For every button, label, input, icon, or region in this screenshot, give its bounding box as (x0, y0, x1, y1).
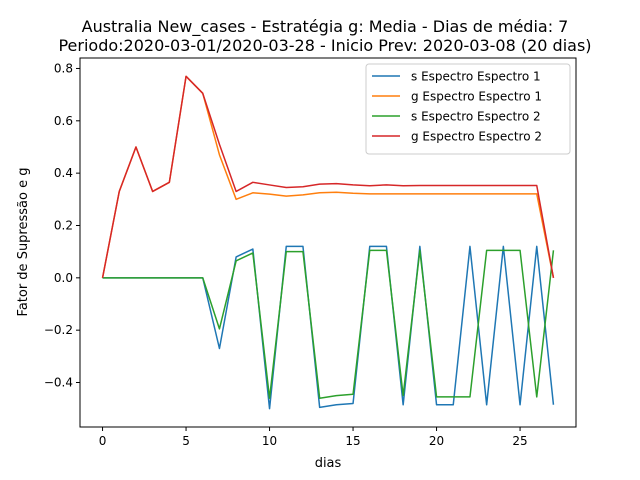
legend-label-1: s Espectro Espectro 1 (411, 70, 541, 84)
x-tick-label: 20 (429, 434, 444, 448)
y-tick-label: 0.6 (54, 114, 73, 128)
legend-label-3: s Espectro Espectro 2 (411, 110, 541, 124)
legend-box (365, 63, 571, 155)
y-tick-label: −0.4 (44, 376, 73, 390)
chart-title-line2: Periodo:2020-03-01/2020-03-28 - Inicio P… (58, 36, 591, 55)
y-tick-label: 0.0 (54, 271, 73, 285)
y-axis: −0.4 −0.2 0.0 0.2 0.4 0.6 0.8 (44, 61, 80, 390)
y-tick-label: 0.4 (54, 166, 73, 180)
series-line-3 (102, 249, 555, 399)
legend-label-2: g Espectro Espectro 1 (411, 90, 542, 104)
y-tick-label: 0.8 (54, 61, 73, 75)
x-tick-label: 15 (345, 434, 360, 448)
y-axis-label: Fator de Supressão e g (16, 168, 31, 317)
x-tick-label: 10 (262, 434, 277, 448)
chart-title-line1: Australia New_cases - Estratégia g: Medi… (82, 17, 569, 37)
plot-series (101, 75, 555, 410)
series-line-1 (102, 245, 555, 410)
x-tick-label: 25 (512, 434, 527, 448)
legend: s Espectro Espectro 1 g Espectro Espectro… (365, 63, 571, 155)
series-line-4 (101, 75, 555, 278)
y-tick-label: −0.2 (44, 323, 73, 337)
x-axis: 0 5 10 15 20 25 (99, 427, 528, 448)
x-tick-label: 5 (182, 434, 190, 448)
plot-frame (79, 57, 577, 428)
x-tick-label: 0 (99, 434, 107, 448)
y-tick-label: 0.2 (54, 218, 73, 232)
x-axis-label: dias (315, 456, 342, 471)
legend-label-4: g Espectro Espectro 2 (411, 130, 542, 144)
